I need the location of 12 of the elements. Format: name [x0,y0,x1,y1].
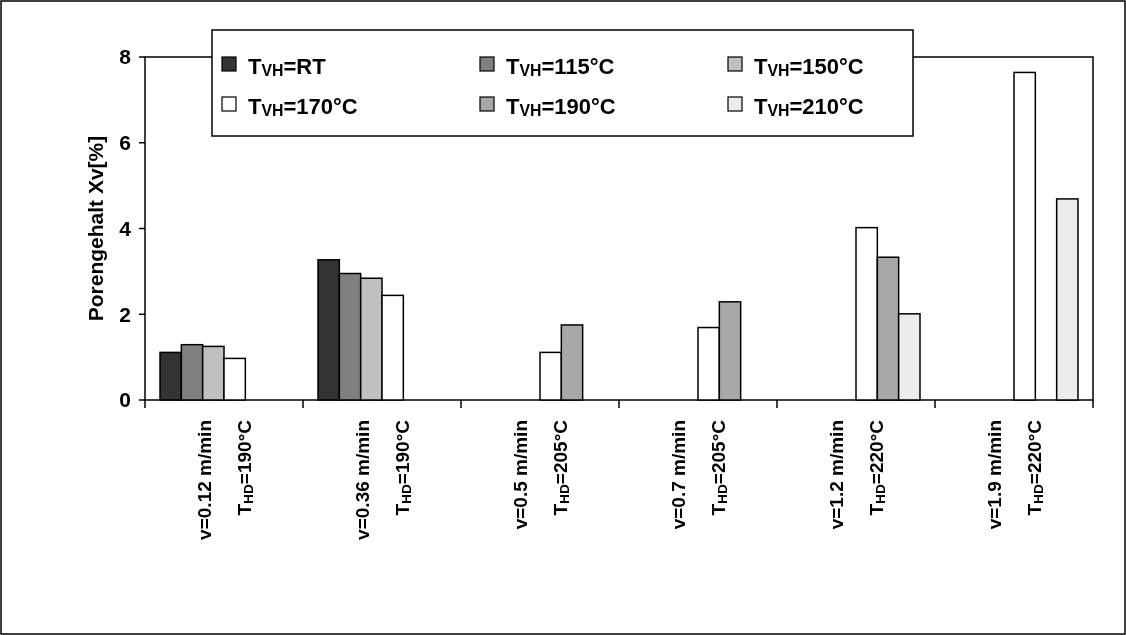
legend-label: T$_{VH}$=RT [248,53,327,80]
legend-label: T$_{VH}$=115°C [506,53,615,80]
legend-label: T$_{VH}$=190°C [506,93,616,120]
y-tick-label: 6 [119,131,131,155]
y-axis-title: Porengehalt Xv[%] [84,135,107,322]
y-tick-label: 4 [119,216,132,240]
legend-label: T$_{VH}$=150°C [754,53,864,80]
y-tick-label: 2 [119,302,131,326]
y-tick-label: 0 [119,388,131,412]
legend-label: T$_{VH}$=170°C [248,93,358,120]
y-tick-label: 8 [119,45,132,69]
legend-label: T$_{VH}$=210°C [754,93,864,120]
